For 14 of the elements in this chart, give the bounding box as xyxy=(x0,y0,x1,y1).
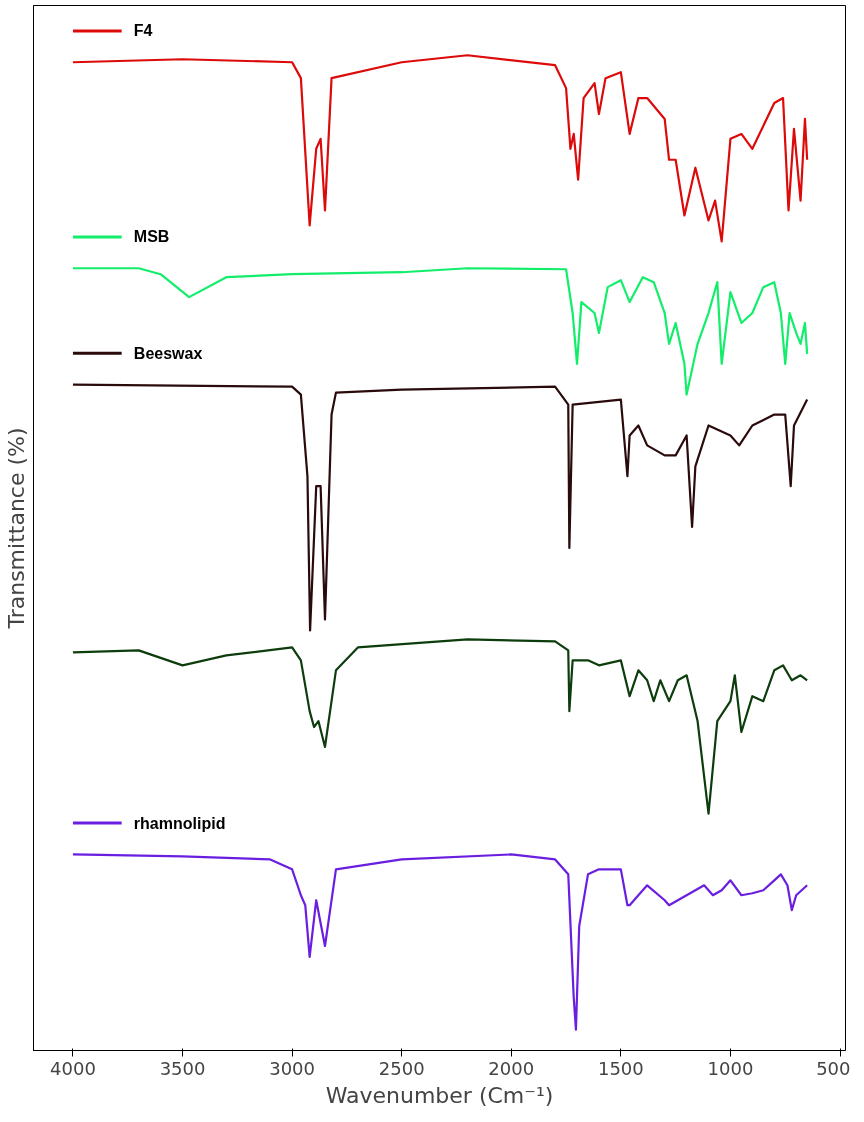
x-tick-label: 2500 xyxy=(378,1057,425,1079)
x-tick-label: 500 xyxy=(816,1057,851,1079)
legend-label: Beeswax xyxy=(133,344,203,362)
x-axis-title: Wavenumber (Cm⁻¹) xyxy=(325,1082,554,1108)
x-tick-label: 1000 xyxy=(707,1057,754,1079)
legend-label: rhamnolipid xyxy=(133,814,226,832)
legend-label: F4 xyxy=(133,22,153,40)
x-tick-label: 2000 xyxy=(488,1057,535,1079)
x-tick-label: 3500 xyxy=(159,1057,206,1079)
x-tick-label: 1500 xyxy=(597,1057,644,1079)
x-tick-label: 4000 xyxy=(50,1057,96,1079)
legend-label: MSB xyxy=(133,228,170,246)
y-axis-title: Transmittance (%) xyxy=(3,427,29,630)
x-tick-label: 3000 xyxy=(269,1057,316,1079)
